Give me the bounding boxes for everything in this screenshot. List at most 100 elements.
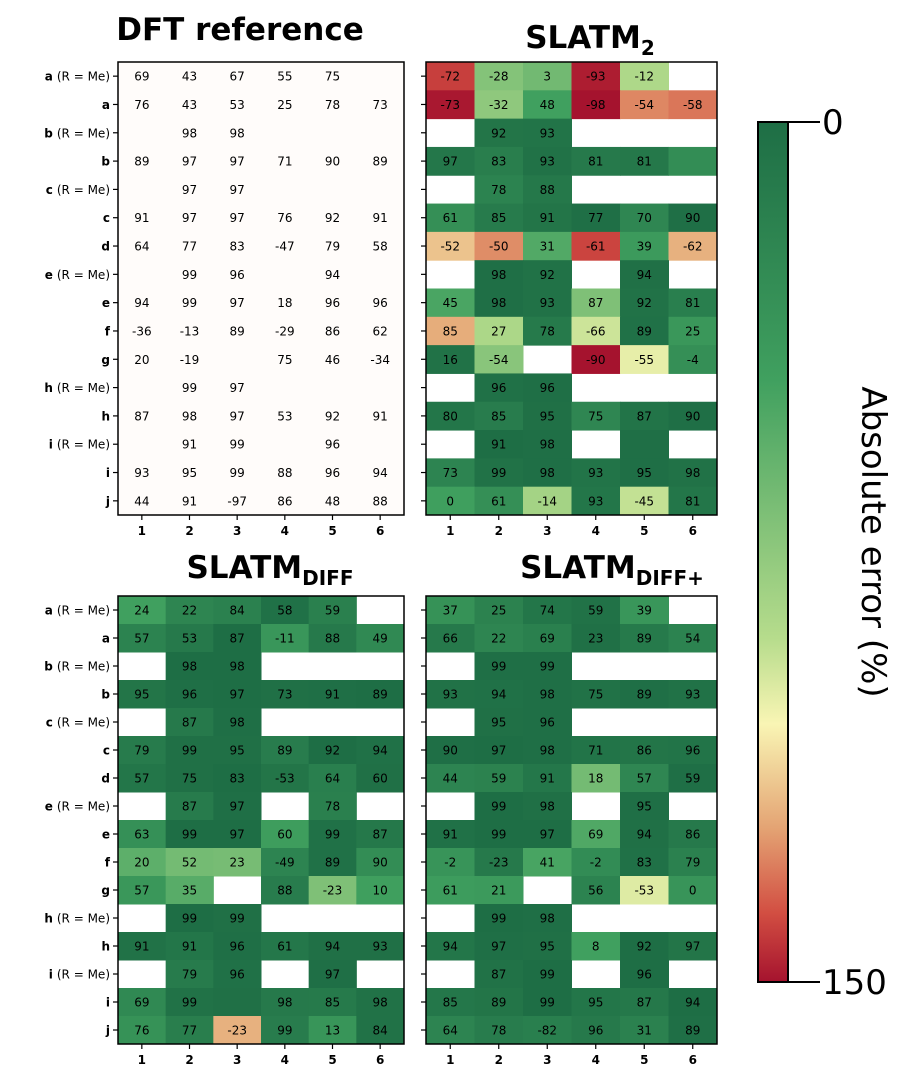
heatmap-cell [308, 792, 357, 821]
heatmap-cell [523, 316, 572, 346]
cell-value-label: 89 [325, 856, 340, 870]
cell-value-label: 85 [491, 211, 506, 225]
heatmap-cell [213, 904, 262, 933]
heatmap-cell [474, 373, 524, 403]
cell-value-label: 59 [685, 772, 700, 786]
row-label: a [102, 632, 110, 646]
row-label: g [101, 884, 110, 898]
cell-value-label: 93 [685, 688, 700, 702]
cell-value-label: 97 [230, 296, 245, 310]
heatmap-cell [620, 90, 669, 120]
heatmap-cell [474, 1016, 524, 1045]
heatmap-cell [474, 596, 524, 625]
cell-value-label: 41 [540, 856, 555, 870]
column-label: 4 [281, 524, 289, 538]
cell-value-label: 95 [540, 940, 555, 954]
cell-value-label: 75 [325, 70, 340, 84]
cell-value-label: 59 [588, 604, 603, 618]
heatmap-cell [571, 458, 621, 488]
cell-value-label: 57 [134, 772, 149, 786]
cell-value-label: 99 [230, 912, 245, 926]
cell-value-label: 97 [230, 800, 245, 814]
row-label: a (R = Me) [45, 70, 110, 84]
heatmap-cell [474, 652, 524, 681]
heatmap-cell [426, 736, 475, 765]
cell-value-label: 92 [325, 211, 340, 225]
cell-value-label: 97 [182, 183, 197, 197]
cell-value-label: 98 [491, 268, 506, 282]
heatmap-cell [426, 146, 475, 176]
colorbar: 0 150 Absolute error (%) [757, 103, 893, 1003]
cell-value-label: 91 [182, 940, 197, 954]
cell-value-label: 93 [588, 494, 603, 508]
heatmap-cell [356, 932, 405, 961]
cell-value-label: 48 [540, 98, 555, 112]
cell-value-label: 52 [182, 856, 197, 870]
cell-value-label: 96 [230, 940, 245, 954]
cell-value-label: 98 [540, 438, 555, 452]
cell-value-label: 98 [277, 996, 292, 1010]
heatmap-cell [118, 736, 167, 765]
cell-value-label: 39 [637, 604, 652, 618]
heatmap-cell [213, 960, 262, 989]
heatmap-cell [118, 680, 167, 709]
cell-value-label: 77 [182, 240, 197, 254]
heatmap-cell [668, 90, 718, 120]
heatmap-cell [668, 146, 718, 176]
cell-value-label: 99 [277, 1024, 292, 1038]
heatmap-cell [308, 596, 357, 625]
cell-value-label: 89 [491, 996, 506, 1010]
column-label: 2 [185, 524, 193, 538]
heatmap-cell [474, 764, 524, 793]
cell-value-label: 79 [325, 240, 340, 254]
row-label: b (R = Me) [44, 126, 110, 140]
cell-value-label: 31 [540, 240, 555, 254]
heatmap-cell [668, 288, 718, 318]
heatmap-cell [620, 876, 669, 905]
heatmap-cell [474, 316, 524, 346]
heatmap-cell [213, 848, 262, 877]
cell-value-label: 92 [491, 126, 506, 140]
cell-value-label: 23 [230, 856, 245, 870]
cell-value-label: -55 [634, 353, 654, 367]
cell-value-label: 81 [685, 296, 700, 310]
cell-value-label: -28 [489, 70, 509, 84]
column-label: 4 [592, 1053, 600, 1067]
cell-value-label: 84 [230, 604, 245, 618]
cell-value-label: 99 [491, 912, 506, 926]
heatmap-cell [165, 596, 214, 625]
heatmap-panel-2: SLATM2 -72 -28 3 -93 -12 -73 -32 48 -98 -54 -58 92 93… [421, 20, 718, 538]
heatmap-cell [118, 624, 167, 653]
heatmap-cell [571, 820, 621, 849]
cell-value-label: 80 [443, 409, 458, 423]
heatmap-cell [474, 708, 524, 737]
cell-value-label: 96 [325, 296, 340, 310]
heatmap-cell [426, 345, 475, 374]
cell-value-label: 98 [491, 296, 506, 310]
cell-value-label: 44 [134, 494, 149, 508]
cell-value-label: 88 [540, 183, 555, 197]
cell-value-label: 98 [540, 466, 555, 480]
column-label: 6 [376, 524, 384, 538]
cell-value-label: 78 [540, 324, 555, 338]
cell-value-label: 43 [182, 70, 197, 84]
heatmap-cell [426, 876, 475, 905]
heatmap-cell [165, 848, 214, 877]
row-label: j [105, 494, 110, 508]
heatmap-cell [474, 876, 524, 905]
heatmap-cell [523, 596, 572, 625]
cell-value-label: 93 [540, 155, 555, 169]
column-label: 4 [592, 524, 600, 538]
cell-value-label: 87 [134, 409, 149, 423]
cell-value-label: 99 [491, 800, 506, 814]
row-label: g [101, 353, 110, 367]
heatmap-cell [426, 458, 475, 488]
cell-value-label: 99 [540, 996, 555, 1010]
cell-value-label: -2 [590, 856, 602, 870]
cell-value-label: 92 [325, 409, 340, 423]
heatmap-cell [118, 876, 167, 905]
cell-value-label: 90 [443, 744, 458, 758]
heatmap-cell [118, 848, 167, 877]
heatmap-cell [474, 401, 524, 431]
